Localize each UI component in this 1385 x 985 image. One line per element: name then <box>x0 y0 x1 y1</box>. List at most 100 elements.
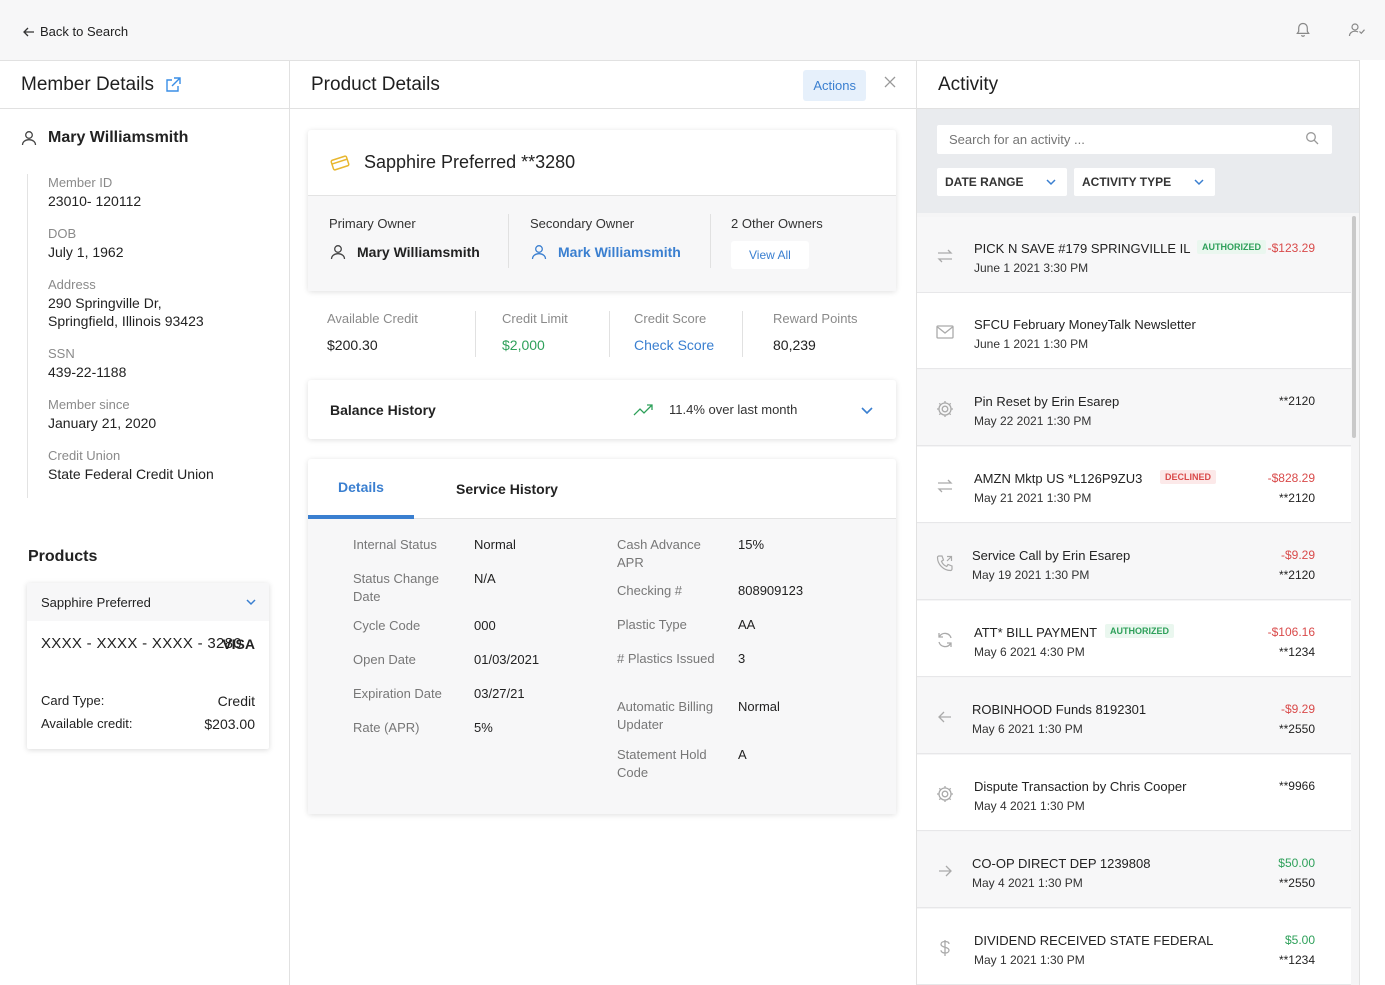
check-score-link[interactable]: Check Score <box>634 337 715 353</box>
chevron-down-icon <box>1194 179 1204 186</box>
details-card: Details Service History Internal Status … <box>308 459 896 814</box>
member-name: Mary Williamsmith <box>48 129 189 146</box>
activity-title: Service Call by Erin Esarep <box>972 548 1131 563</box>
field-label: Address <box>48 277 96 292</box>
user-icon <box>21 131 37 146</box>
actions-button[interactable]: Actions <box>803 70 866 101</box>
transfer-icon <box>937 249 953 263</box>
activity-date: May 6 2021 1:30 PM <box>972 722 1083 736</box>
gear-icon <box>937 401 953 417</box>
product-details-header: Product Details Actions <box>290 61 916 109</box>
detail-value: 000 <box>474 618 496 633</box>
credit-score-metric: Credit Score Check Score <box>634 311 714 353</box>
activity-search-input[interactable] <box>937 125 1332 154</box>
metric-label: Credit Limit <box>502 311 568 326</box>
balance-history-card[interactable]: Balance History 11.4% over last month <box>308 380 896 439</box>
activity-item[interactable]: Service Call by Erin Esarep May 19 2021 … <box>917 524 1351 600</box>
activity-item[interactable]: DIVIDEND RECEIVED STATE FEDERAL May 1 20… <box>917 909 1351 985</box>
top-bar: Back to Search <box>0 0 1385 60</box>
member-since-field: Member since January 21, 2020 <box>48 396 267 432</box>
field-label: Member ID <box>48 175 113 190</box>
bell-icon[interactable] <box>1294 21 1312 39</box>
member-details-panel: Member Details Mary Williamsmith Member … <box>0 60 290 985</box>
tab-service-history[interactable]: Service History <box>456 481 558 497</box>
detail-label: Automatic Billing Updater <box>617 699 714 732</box>
activity-amount: $5.00 <box>1284 933 1315 947</box>
activity-item[interactable]: ATT* BILL PAYMENT May 6 2021 4:30 PM AUT… <box>917 601 1351 677</box>
arrow-left-icon <box>938 711 951 723</box>
transfer-icon <box>937 479 953 493</box>
other-owners: 2 Other Owners View All <box>731 216 823 269</box>
card-brand: VISA <box>222 636 255 652</box>
chevron-down-icon[interactable] <box>860 403 874 417</box>
field-value: July 1, 1962 <box>48 244 124 260</box>
field-value: 23010- 120112 <box>48 193 142 209</box>
activity-title: Activity <box>938 73 999 95</box>
user-icon <box>330 245 346 260</box>
activity-type-dropdown[interactable]: ACTIVITY TYPE <box>1074 168 1216 196</box>
balance-history-title: Balance History <box>330 401 436 418</box>
activity-item[interactable]: Pin Reset by Erin Esarep May 22 2021 1:3… <box>917 370 1351 446</box>
divider <box>742 311 743 357</box>
view-all-button[interactable]: View All <box>731 241 809 269</box>
activity-item[interactable]: AMZN Mktp US *L126P9ZU3 May 21 2021 1:30… <box>917 447 1351 523</box>
product-select[interactable]: Sapphire Preferred <box>27 583 269 621</box>
activity-title: ROBINHOOD Funds 8192301 <box>972 702 1147 717</box>
authorized-badge: AUTHORIZED <box>1105 624 1174 638</box>
external-link-icon[interactable] <box>164 76 182 94</box>
close-icon[interactable] <box>883 75 897 89</box>
divider <box>710 214 711 268</box>
details-tabs: Details Service History <box>308 459 896 519</box>
activity-item[interactable]: PICK N SAVE #179 SPRINGVILLE IL June 1 2… <box>917 217 1351 293</box>
back-to-search-link[interactable]: Back to Search <box>22 24 128 39</box>
detail-value: N/A <box>474 571 496 586</box>
detail-value: 01/03/2021 <box>474 652 540 667</box>
activity-amount: -$9.29 <box>1280 548 1315 562</box>
activity-title: Dispute Transaction by Chris Cooper <box>974 779 1187 794</box>
activity-scrollbar[interactable] <box>1352 216 1356 438</box>
primary-owner-name: Mary Williamsmith <box>357 244 480 260</box>
credit-metrics: Available Credit $200.30 Credit Limit $2,0… <box>308 299 896 369</box>
secondary-owner-link[interactable]: Mark Williamsmith <box>530 243 681 261</box>
gear-icon <box>937 786 953 802</box>
detail-value: 15% <box>738 537 765 552</box>
product-select-value: Sapphire Preferred <box>41 594 151 610</box>
credit-union-field: Credit Union State Federal Credit Union <box>48 447 267 483</box>
owners-section: Primary Owner Mary Williamsmith Secondar… <box>308 196 896 291</box>
user-check-icon[interactable] <box>1348 21 1366 39</box>
field-value: January 21, 2020 <box>48 415 157 431</box>
authorized-badge: AUTHORIZED <box>1197 240 1266 254</box>
detail-value: A <box>738 747 747 762</box>
tab-details[interactable]: Details <box>308 459 414 519</box>
primary-owner-name-row: Mary Williamsmith <box>329 243 480 261</box>
mail-icon <box>936 325 954 339</box>
activity-date: May 4 2021 1:30 PM <box>972 876 1083 890</box>
activity-amount: $50.00 <box>1278 856 1315 870</box>
field-value: 439-22-1188 <box>48 364 127 380</box>
activity-title: CO-OP DIRECT DEP 1239808 <box>972 856 1151 871</box>
activity-item[interactable]: CO-OP DIRECT DEP 1239808 May 4 2021 1:30… <box>917 832 1351 908</box>
user-icon <box>531 245 547 260</box>
activity-item[interactable]: Dispute Transaction by Chris Cooper May … <box>917 755 1351 831</box>
divider <box>609 311 610 357</box>
activity-amount: -$828.29 <box>1267 471 1315 485</box>
credit-limit-metric: Credit Limit $2,000 <box>502 311 568 353</box>
balance-trend-text: 11.4% over last month <box>669 402 798 417</box>
activity-item[interactable]: SFCU February MoneyTalk Newsletter June … <box>917 293 1351 369</box>
activity-date: May 6 2021 4:30 PM <box>974 645 1085 659</box>
chevron-down-icon <box>246 599 256 606</box>
arrow-right-icon <box>939 865 952 877</box>
product-summary-card: Sapphire Preferred **3280 Primary Owner … <box>308 130 896 291</box>
detail-value: Normal <box>738 699 780 714</box>
detail-label: Cycle Code <box>353 618 421 633</box>
activity-date: May 1 2021 1:30 PM <box>974 953 1085 967</box>
date-range-dropdown[interactable]: DATE RANGE <box>937 168 1068 196</box>
detail-label: Internal Status <box>353 537 437 552</box>
activity-account: **9966 <box>1278 779 1315 793</box>
activity-date: June 1 2021 3:30 PM <box>974 261 1089 275</box>
trending-up-icon <box>633 403 653 415</box>
field-label: SSN <box>48 346 75 361</box>
search-icon[interactable] <box>1305 131 1319 145</box>
activity-item[interactable]: ROBINHOOD Funds 8192301 May 6 2021 1:30 … <box>917 678 1351 754</box>
detail-label: Statement Hold Code <box>617 747 707 780</box>
